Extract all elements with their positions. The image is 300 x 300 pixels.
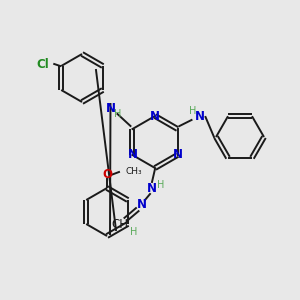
Text: N: N [194, 110, 205, 124]
Text: H: H [189, 106, 196, 116]
Text: O: O [102, 169, 112, 182]
Text: N: N [147, 182, 157, 194]
Text: N: N [106, 103, 116, 116]
Text: N: N [137, 199, 147, 212]
Text: Cl: Cl [37, 58, 50, 70]
Text: N: N [128, 148, 137, 161]
Text: CH₃: CH₃ [125, 167, 142, 176]
Text: N: N [150, 110, 160, 122]
Text: H: H [157, 180, 165, 190]
Text: N: N [172, 148, 182, 161]
Text: H: H [114, 109, 121, 119]
Text: H: H [130, 227, 138, 237]
Text: CH: CH [112, 218, 128, 232]
